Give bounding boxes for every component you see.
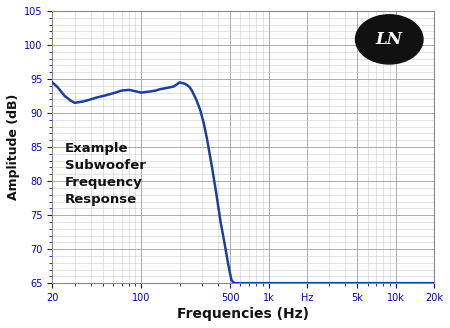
X-axis label: Frequencies (Hz): Frequencies (Hz) (177, 307, 309, 321)
Text: Example
Subwoofer
Frequency
Response: Example Subwoofer Frequency Response (65, 142, 145, 206)
Text: LN: LN (376, 31, 403, 48)
Circle shape (356, 15, 423, 64)
Y-axis label: Amplitude (dB): Amplitude (dB) (7, 94, 20, 200)
